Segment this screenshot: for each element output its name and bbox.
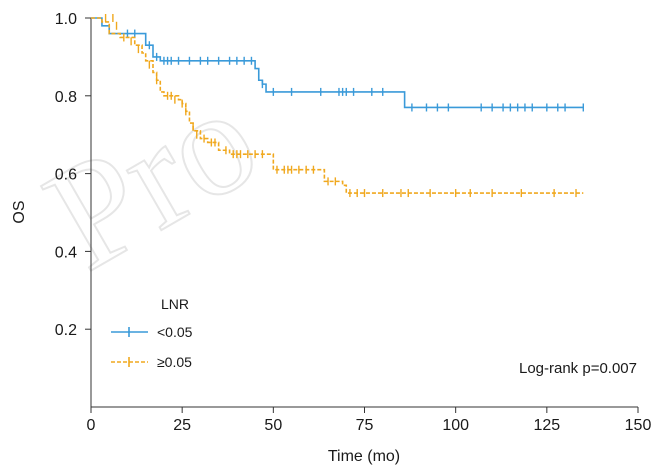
legend-item: ≥0.05 <box>111 354 192 370</box>
series-layer <box>91 14 584 198</box>
y-tick-label: 0.8 <box>55 89 77 106</box>
x-tick-label: 75 <box>356 417 374 434</box>
y-tick-label: 0.4 <box>55 244 77 261</box>
x-axis-title: Time (mo) <box>328 448 400 465</box>
series-1 <box>91 17 584 112</box>
y-tick-label: 0.6 <box>55 167 77 184</box>
legend-label: <0.05 <box>157 324 193 340</box>
legend: LNR <0.05 ≥0.05 <box>111 296 193 370</box>
legend-item: <0.05 <box>111 324 193 340</box>
series-2 <box>91 14 584 198</box>
x-tick-label: 150 <box>625 417 652 434</box>
y-tick-label: 0.2 <box>55 322 77 339</box>
x-tick-label: 125 <box>533 417 560 434</box>
legend-title: LNR <box>161 296 189 312</box>
y-axis-title: OS <box>11 200 28 223</box>
y-ticks: 0.2 0.4 0.6 0.8 1.0 <box>55 11 91 339</box>
x-tick-label: 50 <box>264 417 282 434</box>
legend-items: <0.05 ≥0.05 <box>111 324 193 370</box>
y-tick-label: 1.0 <box>55 11 77 28</box>
x-tick-label: 0 <box>87 417 96 434</box>
legend-label: ≥0.05 <box>157 354 192 370</box>
x-ticks: 0 25 50 75 100 125 150 <box>87 407 652 434</box>
x-tick-label: 100 <box>442 417 469 434</box>
log-rank-annotation: Log-rank p=0.007 <box>519 360 637 377</box>
x-tick-label: 25 <box>173 417 191 434</box>
